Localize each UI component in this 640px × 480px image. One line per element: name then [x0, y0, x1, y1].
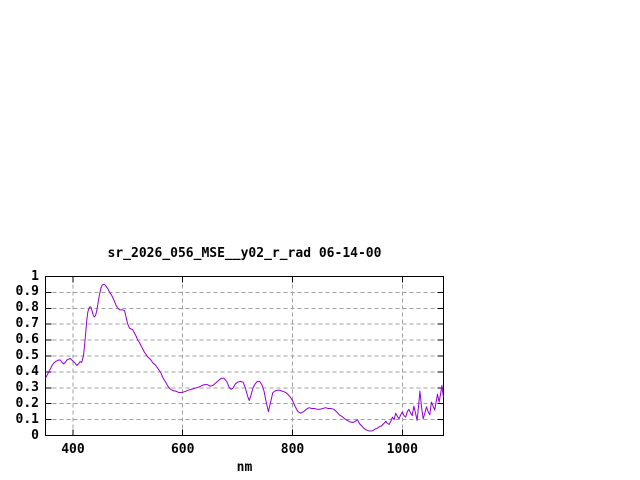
y-tick-label: 0.1 — [15, 411, 39, 427]
y-tick-label: 0 — [31, 427, 39, 443]
y-tick-label: 0.6 — [15, 332, 39, 348]
plot-area — [45, 276, 444, 436]
y-tick-label: 0.9 — [15, 284, 39, 300]
y-tick-label: 1 — [31, 268, 39, 284]
y-tick-label: 0.5 — [15, 348, 39, 363]
y-tick-label: 0.8 — [15, 300, 39, 316]
x-tick-label: 1000 — [386, 442, 418, 457]
x-tick-label: 400 — [61, 442, 85, 457]
x-axis-label: nm — [236, 460, 253, 475]
y-tick-label: 0.3 — [15, 379, 39, 395]
y-tick-label: 0.2 — [15, 395, 39, 411]
data-series-line — [45, 284, 444, 432]
chart-title: sr_2026_056_MSE__y02_r_rad 06-14-00 — [107, 246, 382, 261]
y-tick-label: 0.4 — [15, 363, 39, 379]
y-tick-label: 0.7 — [15, 316, 39, 332]
x-tick-label: 600 — [170, 442, 195, 457]
x-tick-label: 800 — [280, 442, 305, 457]
